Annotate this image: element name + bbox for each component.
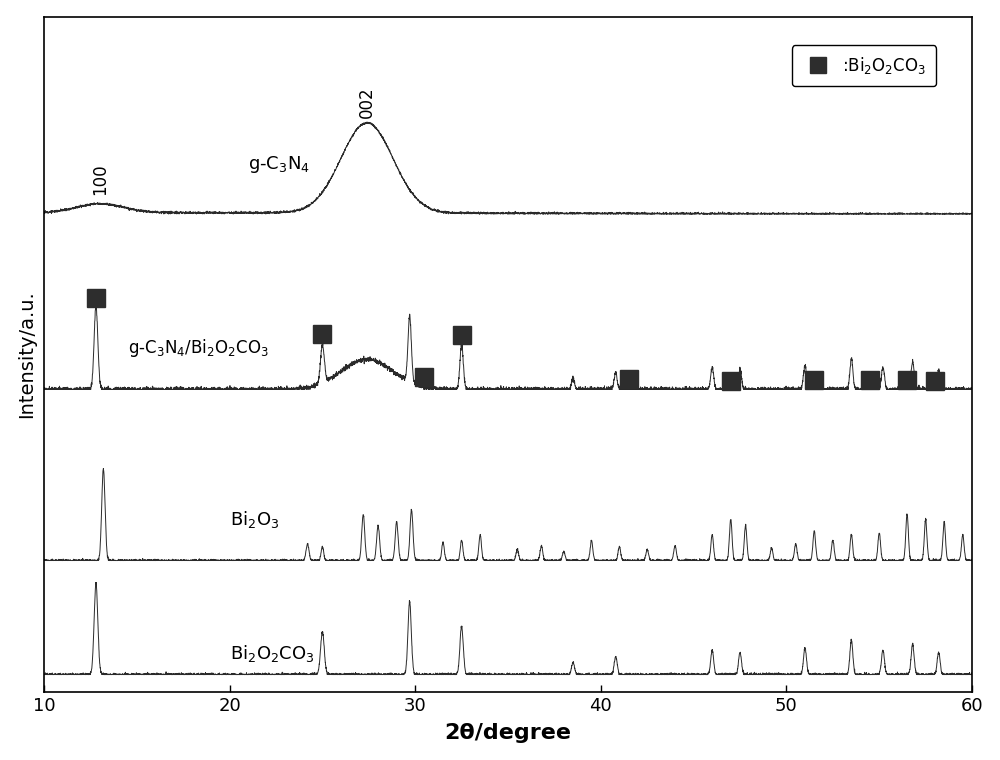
X-axis label: 2θ/degree: 2θ/degree xyxy=(445,724,572,743)
Text: g-C$_3$N$_4$/Bi$_2$O$_2$CO$_3$: g-C$_3$N$_4$/Bi$_2$O$_2$CO$_3$ xyxy=(128,337,268,359)
Text: Bi$_2$O$_2$CO$_3$: Bi$_2$O$_2$CO$_3$ xyxy=(230,643,314,663)
Text: 002: 002 xyxy=(358,86,376,118)
Legend: :Bi$_2$O$_2$CO$_3$: :Bi$_2$O$_2$CO$_3$ xyxy=(792,46,936,87)
Text: Bi$_2$O$_3$: Bi$_2$O$_3$ xyxy=(230,509,279,530)
Y-axis label: Intensity/a.u.: Intensity/a.u. xyxy=(17,290,36,418)
Text: g-C$_3$N$_4$: g-C$_3$N$_4$ xyxy=(248,154,310,175)
Text: 100: 100 xyxy=(91,163,109,195)
